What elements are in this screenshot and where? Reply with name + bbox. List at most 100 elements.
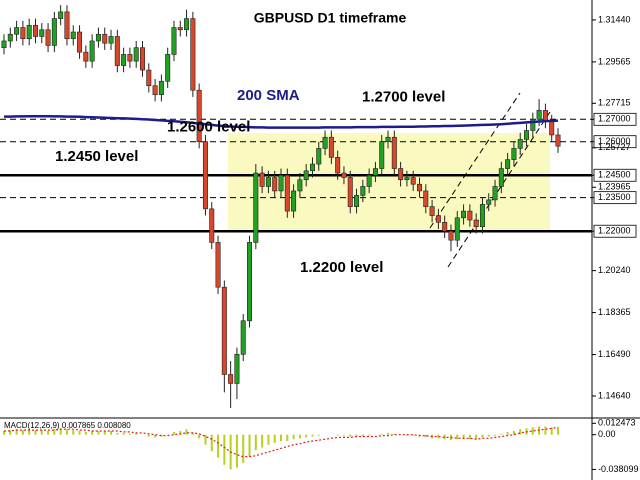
y-tick-label: -0.038099 (598, 464, 639, 474)
level-label: 1.2600 level (167, 119, 250, 136)
macd-label: MACD(12,26,9) 0.007865 0.008080 (4, 421, 131, 430)
y-tick-label: 1.25727 (598, 142, 631, 152)
signal-line (4, 426, 559, 458)
macd-bar (185, 429, 188, 435)
candle-body (209, 208, 215, 243)
candle-body (473, 219, 479, 228)
y-tick-label: 1.14640 (598, 390, 631, 400)
candle-body (221, 286, 227, 375)
chart-title: GBPUSD D1 timeframe (254, 10, 407, 26)
macd-bar (393, 433, 396, 435)
candle-body (410, 177, 416, 185)
level-label: 1.2200 level (300, 259, 383, 276)
y-tick-box (593, 191, 637, 205)
candle-body (442, 221, 448, 232)
macd-bar (500, 433, 503, 435)
candle-body (347, 177, 353, 207)
macd-bar (242, 434, 245, 463)
macd-bar (298, 434, 301, 439)
candle-body (316, 148, 322, 165)
candle-body (354, 195, 360, 207)
candle-body (20, 27, 26, 40)
candle-body (215, 242, 221, 288)
candle-body (7, 33, 13, 42)
y-tick-box (593, 135, 637, 149)
macd-bar (305, 434, 308, 438)
macd-bar (443, 434, 446, 440)
macd-bar (78, 431, 81, 435)
candle-body (284, 174, 290, 212)
candle-body (102, 33, 108, 44)
candle-body (511, 148, 517, 160)
price-panel: 1.31440 1.29565 1.27715 1.27000 1.260001.257… (0, 5, 637, 409)
candle-body (133, 47, 139, 62)
macd-bar (154, 434, 157, 438)
candle-body (253, 172, 259, 243)
y-tick-label: 1.27000 (598, 114, 631, 124)
candle-body (366, 174, 372, 187)
candle-body (89, 40, 95, 62)
macd-bar (361, 434, 364, 437)
candle-body (278, 174, 284, 192)
macd-bar (424, 434, 427, 438)
macd-bar (531, 427, 534, 435)
candle-body (398, 168, 404, 181)
candle-body (165, 54, 171, 82)
macd-bar (116, 432, 119, 435)
macd-bar (512, 431, 515, 435)
candle-body (360, 186, 366, 196)
macd-bar (487, 434, 490, 437)
candle-body (26, 24, 32, 40)
candle-body (240, 320, 246, 355)
candle-body (435, 215, 441, 223)
candle-body (272, 177, 278, 192)
y-tick-box (593, 168, 637, 182)
candle-body (461, 210, 467, 219)
candle-body (322, 136, 328, 149)
channel-line (447, 111, 551, 268)
candle-body (265, 177, 271, 187)
candle-body (423, 190, 429, 207)
candle-body (70, 31, 76, 40)
candle-body (58, 11, 64, 19)
candle-body (39, 29, 45, 37)
candle-body (121, 54, 127, 66)
candle-body (303, 170, 309, 181)
macd-bar (9, 430, 12, 435)
candle-body (77, 31, 83, 53)
y-tick-label: 1.16490 (598, 349, 631, 359)
macd-bar (519, 429, 522, 435)
level-label: 1.2450 level (55, 148, 138, 165)
macd-bar (494, 434, 497, 436)
macd-bar (128, 433, 131, 435)
candle-body (247, 242, 253, 322)
sma-line (4, 114, 559, 129)
macd-bar (122, 432, 125, 435)
macd-bar (217, 434, 220, 458)
candle-body (146, 69, 152, 87)
candle-body (524, 130, 530, 140)
macd-bar (286, 434, 289, 442)
candle-body (498, 168, 504, 187)
macd-bar (198, 434, 201, 439)
candle-body (177, 27, 183, 31)
candle-body (309, 163, 315, 172)
macd-bar (65, 429, 68, 435)
y-tick-label: 1.26000 (598, 136, 631, 146)
candle-body (184, 18, 190, 31)
macd-bar (40, 430, 43, 435)
candle-body (14, 27, 20, 35)
candle-body (171, 27, 177, 55)
y-tick-label: 1.27715 (598, 98, 631, 108)
macd-bar (280, 434, 282, 442)
candle-body (404, 177, 410, 181)
macd-bar (380, 433, 383, 435)
candle-body (45, 29, 51, 46)
candle-body (158, 80, 164, 95)
candle-body (51, 18, 57, 46)
candle-body (190, 18, 196, 91)
macd-bar (59, 428, 62, 435)
candle-body (385, 136, 391, 142)
